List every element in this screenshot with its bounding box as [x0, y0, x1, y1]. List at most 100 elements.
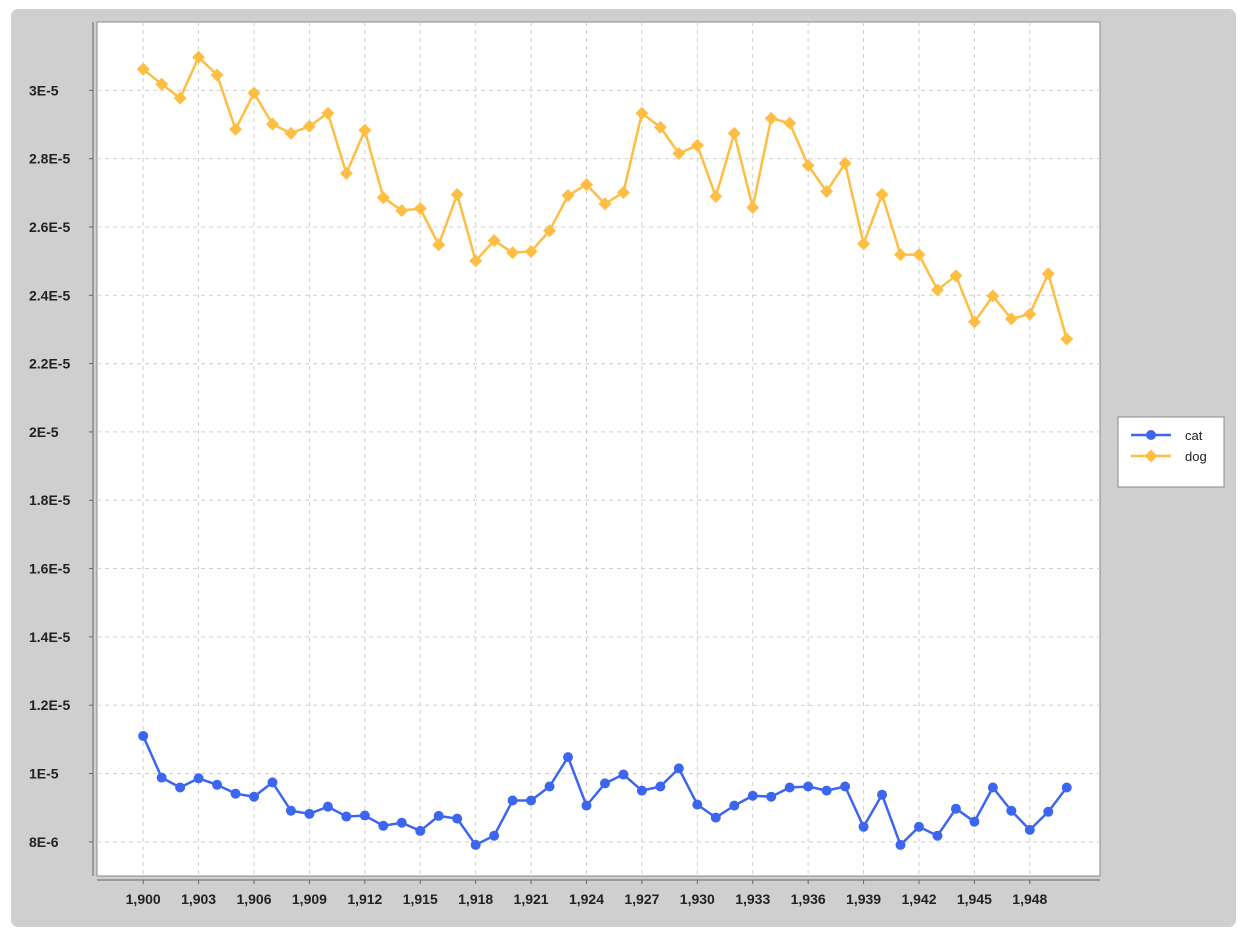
cat-point — [729, 800, 740, 811]
chart-panel: 1,900 1,903 1,906 1,909 1,912 1,915 1,918 1,921… — [11, 9, 1236, 927]
dog-point — [709, 190, 723, 204]
dog-point — [894, 248, 908, 262]
cat-point — [655, 781, 666, 792]
dog-point — [986, 289, 1000, 303]
x-tick-label: 1,912 — [347, 891, 382, 907]
cat-point — [1043, 806, 1054, 817]
dog-point — [136, 62, 150, 76]
cat-point — [692, 799, 703, 810]
series-cat — [138, 730, 1072, 850]
y-tick-label: 2E-5 — [29, 424, 59, 440]
cat-point — [932, 830, 943, 841]
legend-item-cat[interactable]: cat — [1131, 428, 1203, 443]
cat-point — [803, 781, 814, 792]
x-tick-label: 1,933 — [735, 891, 770, 907]
dog-point — [210, 68, 224, 82]
cat-point — [858, 821, 869, 832]
grid-lines — [97, 22, 1100, 876]
dog-point — [764, 111, 778, 125]
legend[interactable]: cat dog — [1117, 416, 1225, 488]
cat-point — [1006, 805, 1017, 816]
cat-point — [378, 820, 389, 831]
x-tick-label: 1,948 — [1012, 891, 1047, 907]
legend-label: cat — [1185, 428, 1203, 443]
x-tick-label: 1,903 — [181, 891, 216, 907]
axes: 1,900 1,903 1,906 1,909 1,912 1,915 1,918 1,921… — [29, 22, 1100, 907]
dog-point — [857, 237, 871, 251]
cat-point — [175, 782, 186, 793]
dog-point — [672, 147, 686, 161]
cat-point — [193, 773, 204, 784]
y-tick-label: 1.6E-5 — [29, 561, 70, 577]
x-tick-label: 1,909 — [292, 891, 327, 907]
y-tick-label: 2.8E-5 — [29, 151, 70, 167]
dog-point — [487, 234, 501, 248]
dog-point — [635, 106, 649, 120]
dog-point — [450, 188, 464, 202]
dog-point — [1023, 307, 1037, 321]
cat-point — [950, 803, 961, 814]
legend-box — [1117, 416, 1225, 488]
dog-point — [1004, 312, 1018, 326]
dog-point — [930, 283, 944, 297]
cat-point — [766, 791, 777, 802]
cat-point — [1061, 782, 1072, 793]
y-tick-label: 2.6E-5 — [29, 219, 70, 235]
dog-point — [561, 189, 575, 203]
x-tick-label: 1,930 — [680, 891, 715, 907]
cat-point — [304, 808, 315, 819]
cat-point — [212, 779, 223, 790]
cat-point — [913, 821, 924, 832]
x-tick-label: 1,906 — [236, 891, 271, 907]
legend-swatch-marker — [1144, 449, 1158, 463]
legend-swatch-marker — [1146, 430, 1156, 440]
cat-point — [599, 778, 610, 789]
dog-point — [376, 191, 390, 205]
dog-point — [579, 178, 593, 192]
cat-point — [470, 839, 481, 850]
cat-point — [138, 730, 149, 741]
dog-point — [265, 117, 279, 131]
dog-point — [173, 91, 187, 105]
cat-point — [969, 816, 980, 827]
dog-point — [912, 248, 926, 262]
x-tick-label: 1,915 — [403, 891, 438, 907]
cat-point — [452, 813, 463, 824]
dog-point — [339, 166, 353, 180]
plot-area — [96, 21, 1101, 877]
dog-point — [1060, 332, 1074, 346]
cat-point — [563, 752, 574, 763]
dog-point — [432, 238, 446, 252]
legend-item-dog[interactable]: dog — [1131, 449, 1207, 464]
x-tick-label: 1,936 — [791, 891, 826, 907]
dog-point — [801, 158, 815, 172]
y-tick-label: 1.4E-5 — [29, 629, 70, 645]
cat-point — [396, 817, 407, 828]
dog-point — [506, 246, 520, 260]
x-tick-label: 1,945 — [957, 891, 992, 907]
dog-point — [727, 126, 741, 140]
cat-point — [987, 782, 998, 793]
y-tick-label: 3E-5 — [29, 82, 59, 98]
cat-point — [581, 800, 592, 811]
cat-point — [618, 769, 629, 780]
dog-point — [1041, 267, 1055, 281]
series-layer — [136, 50, 1074, 850]
dog-point — [967, 315, 981, 329]
dog-point — [875, 188, 889, 202]
y-tick-label: 8E-6 — [29, 834, 59, 850]
cat-point — [710, 812, 721, 823]
x-tick-label: 1,924 — [569, 891, 604, 907]
dog-point — [598, 197, 612, 211]
series-dog — [136, 50, 1074, 346]
y-tick-label: 1.8E-5 — [29, 492, 70, 508]
cat-point — [1024, 824, 1035, 835]
dog-point — [395, 204, 409, 218]
dog-point — [284, 126, 298, 140]
cat-point — [359, 810, 370, 821]
dog-point — [302, 119, 316, 133]
cat-point — [249, 791, 260, 802]
cat-point — [341, 811, 352, 822]
cat-point — [285, 805, 296, 816]
dog-point — [838, 156, 852, 170]
